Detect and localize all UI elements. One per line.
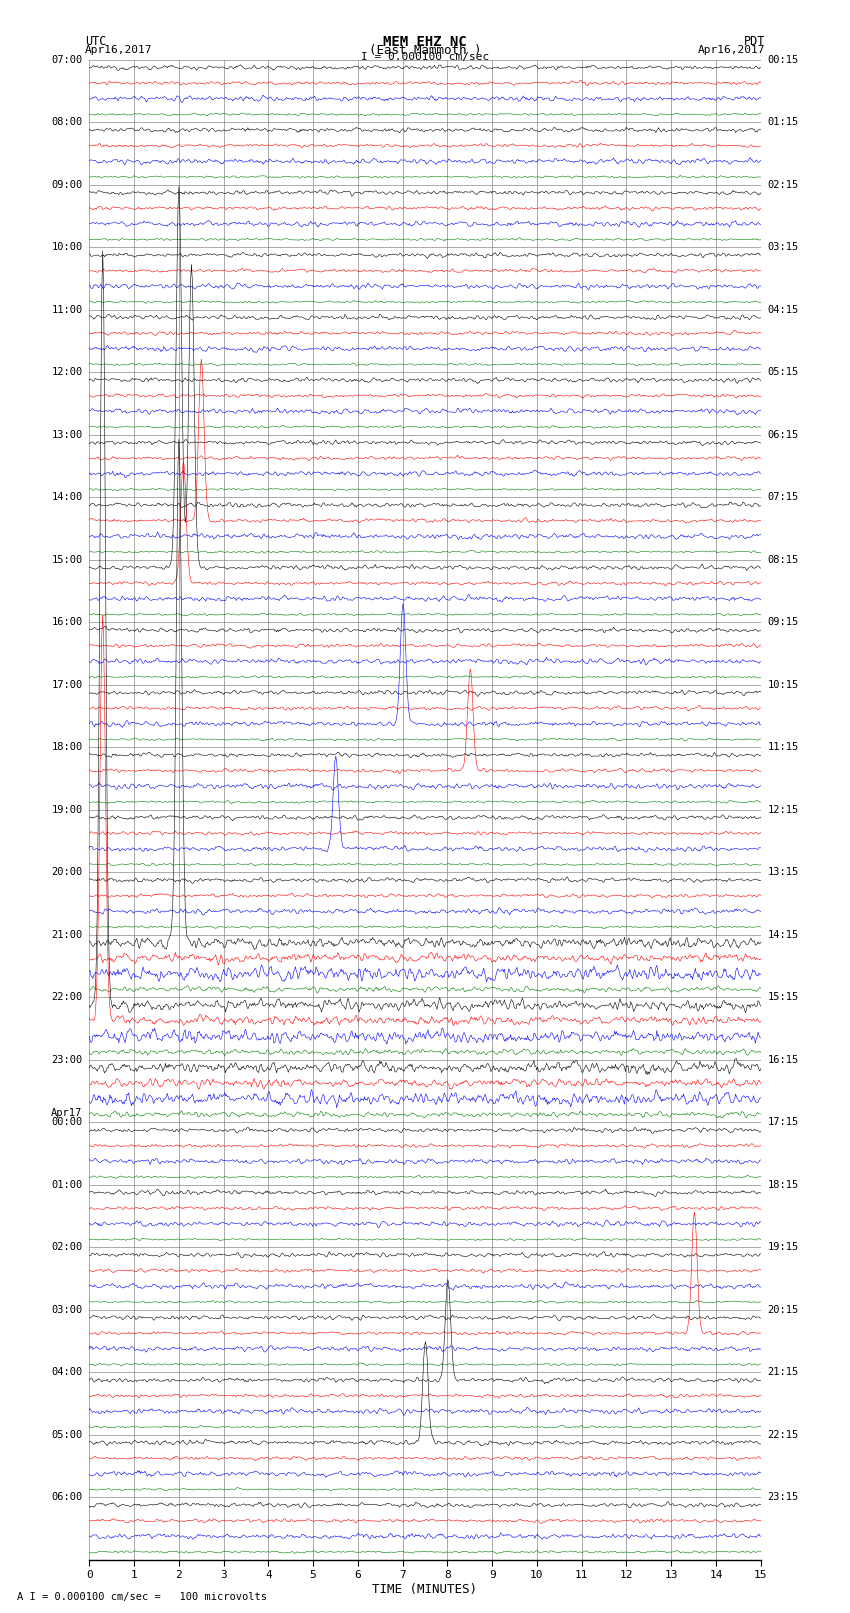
Text: 04:15: 04:15: [768, 305, 799, 315]
Text: 17:00: 17:00: [51, 679, 82, 690]
Text: 13:00: 13:00: [51, 429, 82, 440]
Text: 00:15: 00:15: [768, 55, 799, 65]
Text: 22:15: 22:15: [768, 1429, 799, 1440]
Text: 03:15: 03:15: [768, 242, 799, 252]
Text: 13:15: 13:15: [768, 868, 799, 877]
Text: 21:15: 21:15: [768, 1368, 799, 1378]
Text: 07:15: 07:15: [768, 492, 799, 502]
X-axis label: TIME (MINUTES): TIME (MINUTES): [372, 1582, 478, 1595]
Text: 03:00: 03:00: [51, 1305, 82, 1315]
Text: 15:15: 15:15: [768, 992, 799, 1002]
Text: 00:00: 00:00: [51, 1118, 82, 1127]
Text: 02:15: 02:15: [768, 179, 799, 190]
Text: 05:15: 05:15: [768, 368, 799, 377]
Text: 06:15: 06:15: [768, 429, 799, 440]
Text: 12:00: 12:00: [51, 368, 82, 377]
Text: 17:15: 17:15: [768, 1118, 799, 1127]
Text: PDT: PDT: [744, 35, 765, 48]
Text: 01:00: 01:00: [51, 1179, 82, 1190]
Text: 01:15: 01:15: [768, 118, 799, 127]
Text: MEM EHZ NC: MEM EHZ NC: [383, 35, 467, 50]
Text: 23:00: 23:00: [51, 1055, 82, 1065]
Text: Apr16,2017: Apr16,2017: [698, 45, 765, 55]
Text: 12:15: 12:15: [768, 805, 799, 815]
Text: 20:15: 20:15: [768, 1305, 799, 1315]
Text: (East Mammoth ): (East Mammoth ): [369, 44, 481, 56]
Text: 04:00: 04:00: [51, 1368, 82, 1378]
Text: 23:15: 23:15: [768, 1492, 799, 1502]
Text: 09:15: 09:15: [768, 618, 799, 627]
Text: 09:00: 09:00: [51, 179, 82, 190]
Text: UTC: UTC: [85, 35, 106, 48]
Text: 05:00: 05:00: [51, 1429, 82, 1440]
Text: 15:00: 15:00: [51, 555, 82, 565]
Text: 18:15: 18:15: [768, 1179, 799, 1190]
Text: 22:00: 22:00: [51, 992, 82, 1002]
Text: 10:00: 10:00: [51, 242, 82, 252]
Text: 07:00: 07:00: [51, 55, 82, 65]
Text: 19:15: 19:15: [768, 1242, 799, 1252]
Text: 18:00: 18:00: [51, 742, 82, 752]
Text: A I = 0.000100 cm/sec =   100 microvolts: A I = 0.000100 cm/sec = 100 microvolts: [17, 1592, 267, 1602]
Text: Apr16,2017: Apr16,2017: [85, 45, 152, 55]
Text: 20:00: 20:00: [51, 868, 82, 877]
Text: 06:00: 06:00: [51, 1492, 82, 1502]
Text: 16:00: 16:00: [51, 618, 82, 627]
Text: 11:15: 11:15: [768, 742, 799, 752]
Text: 14:15: 14:15: [768, 929, 799, 940]
Text: 11:00: 11:00: [51, 305, 82, 315]
Text: 16:15: 16:15: [768, 1055, 799, 1065]
Text: 19:00: 19:00: [51, 805, 82, 815]
Text: 08:15: 08:15: [768, 555, 799, 565]
Text: 21:00: 21:00: [51, 929, 82, 940]
Text: I = 0.000100 cm/sec: I = 0.000100 cm/sec: [361, 52, 489, 61]
Text: Apr17: Apr17: [51, 1108, 82, 1118]
Text: 10:15: 10:15: [768, 679, 799, 690]
Text: 02:00: 02:00: [51, 1242, 82, 1252]
Text: 08:00: 08:00: [51, 118, 82, 127]
Text: 14:00: 14:00: [51, 492, 82, 502]
